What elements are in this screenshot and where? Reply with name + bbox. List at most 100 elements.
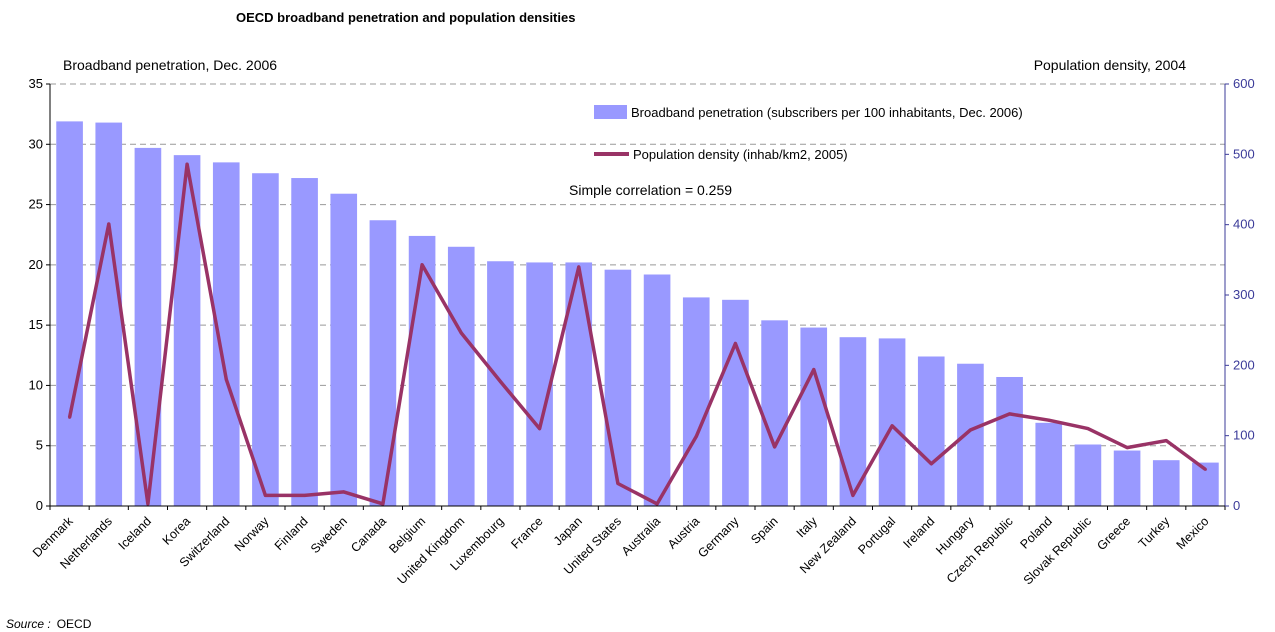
bar	[330, 193, 358, 506]
bar	[369, 220, 397, 506]
category-label: Ireland	[900, 514, 937, 551]
bar	[917, 356, 945, 506]
bar	[996, 376, 1023, 506]
right-axis-label: Population density, 2004	[1034, 57, 1187, 73]
category-label: Australia	[619, 514, 663, 558]
line-point	[68, 415, 72, 419]
line-point	[498, 380, 502, 384]
line-point	[616, 481, 620, 485]
left-tick-label: 30	[29, 136, 43, 151]
line-point	[851, 493, 855, 497]
category-label: Iceland	[116, 514, 154, 552]
left-tick-label: 15	[29, 317, 43, 332]
category-label: Austria	[665, 514, 702, 551]
category-label: Germany	[695, 514, 742, 561]
legend-swatch-bar	[594, 105, 627, 119]
line-point	[538, 427, 542, 431]
bar	[878, 338, 906, 506]
category-label: Poland	[1017, 514, 1054, 551]
category-label: Sweden	[308, 514, 350, 556]
left-tick-label: 5	[36, 438, 43, 453]
right-tick-label: 300	[1233, 287, 1255, 302]
bar	[957, 363, 984, 506]
right-tick-label: 200	[1233, 357, 1255, 372]
right-tick-label: 600	[1233, 76, 1255, 91]
line-point	[263, 493, 267, 497]
bar-series	[56, 121, 1219, 507]
population-density-line	[67, 162, 1207, 506]
line-point	[1164, 439, 1168, 443]
line-point	[968, 428, 972, 432]
line-point	[733, 342, 737, 346]
source-label: Source :	[6, 617, 51, 631]
line-point	[577, 265, 581, 269]
category-label: Greece	[1094, 514, 1133, 553]
left-tick-label: 20	[29, 257, 43, 272]
category-label: Korea	[160, 514, 194, 548]
gridlines	[50, 83, 1225, 447]
bar	[1152, 460, 1180, 506]
left-axis-ticks: 0 5 10 15 20 25 30 35	[29, 76, 50, 513]
line-point	[773, 445, 777, 449]
line-point	[812, 368, 816, 372]
line-point	[1008, 412, 1012, 416]
bar	[447, 246, 475, 506]
bar	[1113, 450, 1141, 506]
left-tick-label: 10	[29, 377, 43, 392]
legend-label-line: Population density (inhab/km2, 2005)	[633, 147, 848, 162]
category-label: Italy	[794, 514, 821, 541]
line-point	[146, 502, 150, 506]
line-point	[1086, 427, 1090, 431]
line-point	[381, 502, 385, 506]
category-label: Spain	[748, 514, 781, 547]
legend-label-bar: Broadband penetration (subscribers per 1…	[631, 105, 1023, 120]
line-point	[185, 162, 189, 166]
right-tick-label: 0	[1233, 498, 1240, 513]
source-note: Source : OECD	[6, 617, 92, 631]
bar	[408, 235, 436, 507]
legend: Broadband penetration (subscribers per 1…	[594, 105, 1023, 162]
right-axis-ticks: 0 100 200 300 400 500 600	[1225, 76, 1255, 513]
bar	[604, 269, 632, 506]
category-label: Portugal	[855, 514, 898, 557]
bar	[761, 320, 788, 506]
bar	[722, 299, 749, 506]
bar	[1074, 444, 1102, 506]
bar	[800, 327, 828, 506]
category-label: Japan	[551, 514, 585, 548]
category-label: United Kingdom	[395, 514, 468, 587]
left-axis-label: Broadband penetration, Dec. 2006	[63, 57, 277, 73]
line-point	[1203, 467, 1207, 471]
right-tick-label: 500	[1233, 146, 1255, 161]
left-tick-label: 0	[36, 498, 43, 513]
line-point	[694, 434, 698, 438]
bar	[56, 121, 83, 507]
chart-title: OECD broadband penetration and populatio…	[236, 10, 575, 25]
left-tick-label: 25	[29, 197, 43, 212]
bar	[643, 274, 671, 506]
line-point	[1047, 418, 1051, 422]
line-point	[929, 462, 933, 466]
bar	[682, 297, 710, 506]
source-value: OECD	[57, 617, 92, 631]
line-point	[655, 502, 659, 506]
line-point	[107, 222, 111, 226]
bar	[1035, 422, 1063, 506]
category-label: Slovak Republic	[1021, 514, 1094, 587]
right-tick-label: 400	[1233, 217, 1255, 232]
bar	[252, 173, 279, 507]
line-point	[224, 377, 228, 381]
bar	[291, 178, 318, 506]
line-point	[890, 424, 894, 428]
line-point	[420, 263, 424, 267]
bar	[134, 147, 162, 506]
category-label: Mexico	[1174, 514, 1212, 552]
bar	[526, 262, 553, 506]
category-label: Turkey	[1136, 514, 1173, 551]
line-point	[303, 493, 307, 497]
line-series	[67, 162, 1207, 506]
category-label: Finland	[272, 514, 311, 553]
line-point	[459, 331, 463, 335]
